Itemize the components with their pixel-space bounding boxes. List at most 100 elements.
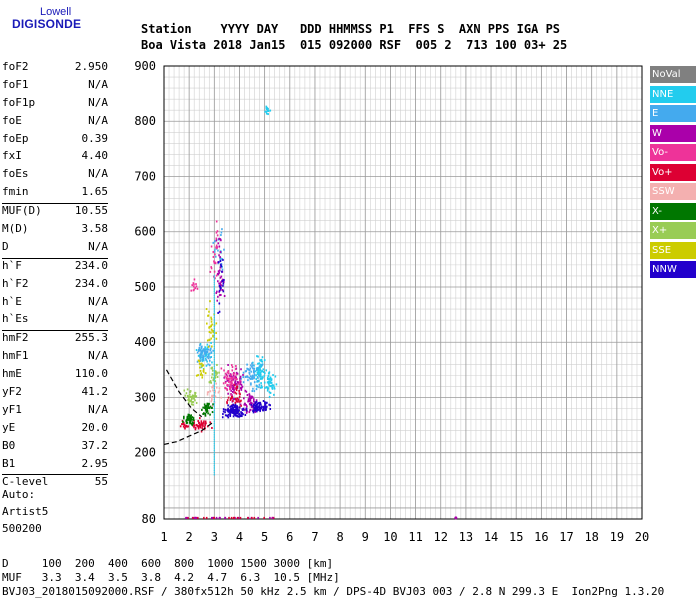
- data-point-ssw: [210, 400, 213, 403]
- data-point-w: [227, 392, 229, 395]
- data-point-foF2-trace: [213, 392, 215, 394]
- data-point-x-: [212, 403, 214, 406]
- data-point-nne: [262, 371, 265, 374]
- plot-frame: [163, 65, 643, 520]
- data-point-w: [239, 403, 242, 406]
- data-point-nnw: [228, 410, 230, 413]
- data-point-w: [248, 397, 251, 400]
- data-point-vo-: [198, 425, 200, 428]
- data-point-e: [248, 372, 251, 375]
- data-point-sse: [210, 337, 212, 340]
- data-point-ssw: [211, 398, 213, 401]
- data-point-sse: [206, 322, 208, 325]
- data-point-nne: [256, 371, 259, 374]
- data-point-vo-: [226, 377, 229, 380]
- data-point-sse: [211, 329, 214, 332]
- data-point-vo-: [197, 427, 200, 430]
- data-point-e: [253, 390, 256, 393]
- data-point-ssw: [220, 396, 223, 399]
- param-row: C-level 55: [2, 475, 108, 493]
- data-point-nne: [253, 364, 255, 367]
- data-point-w: [218, 294, 221, 297]
- data-point-nnw: [217, 261, 220, 264]
- x-tick-label: 17: [559, 530, 573, 544]
- data-point-nne: [268, 395, 271, 398]
- data-point-nnw: [230, 411, 233, 414]
- data-point-e: [253, 371, 255, 374]
- data-point-low-trace: [237, 516, 240, 519]
- data-point-nne: [271, 384, 274, 387]
- data-point-x-: [194, 393, 196, 396]
- data-point-nne: [255, 374, 258, 377]
- data-point-nnw: [259, 410, 261, 413]
- data-point-e: [240, 377, 242, 380]
- data-point-low-trace: [253, 516, 256, 519]
- data-point-vo-: [192, 289, 195, 292]
- data-point-foF2-trace: [213, 319, 215, 321]
- data-point-foF2-trace: [213, 361, 215, 363]
- data-point-x-: [187, 398, 189, 401]
- data-point-w: [252, 400, 255, 403]
- data-point-vo-: [194, 426, 197, 429]
- data-point-nnw: [255, 408, 257, 411]
- param-label: h`Es: [2, 312, 29, 326]
- data-point-sse: [202, 369, 205, 372]
- data-point-w: [230, 389, 232, 392]
- data-point-nnw: [238, 409, 240, 412]
- data-point-foF2-trace: [213, 299, 215, 301]
- data-point-ssw: [211, 404, 214, 407]
- data-point-foF2-trace: [213, 345, 215, 348]
- data-point-vo-: [231, 396, 233, 399]
- data-point-nne: [269, 377, 272, 380]
- data-point-sse: [208, 326, 211, 329]
- data-point-sse: [210, 320, 213, 323]
- data-point-e: [253, 374, 256, 377]
- data-point-ssw: [218, 390, 221, 393]
- data-point-e: [208, 352, 211, 355]
- digisonde-logo-text: DIGISONDE: [12, 17, 82, 31]
- data-point-vo-: [216, 246, 219, 249]
- data-point-w: [219, 276, 222, 279]
- legend-entry-x-: X+: [650, 222, 696, 240]
- data-point-nnw: [224, 411, 226, 414]
- param-value: N/A: [88, 402, 108, 416]
- data-point-vo-: [238, 396, 241, 399]
- data-point-e: [256, 369, 258, 372]
- data-point-foF2-trace: [213, 354, 215, 357]
- data-point-low-trace: [272, 516, 275, 519]
- data-point-w: [233, 397, 236, 400]
- data-point-w: [235, 382, 237, 385]
- data-point-e: [204, 348, 206, 351]
- data-point-sse: [211, 323, 213, 326]
- param-value: N/A: [88, 167, 108, 181]
- data-point-sse: [198, 360, 201, 363]
- data-point-vo-: [213, 275, 215, 278]
- data-point-foF2-trace: [213, 378, 215, 381]
- data-point-nnw: [232, 407, 234, 410]
- data-point-nnw: [238, 406, 241, 409]
- data-point-w: [244, 403, 246, 406]
- data-point-sse: [215, 337, 218, 340]
- data-point-e: [248, 371, 251, 374]
- scaled-parameters-panel: foF2 2.950 foF1 N/A foF1p N/A foE N/A foEp 0.39 fx…: [2, 60, 108, 493]
- data-point-low-trace: [195, 516, 197, 519]
- data-point-w: [227, 363, 229, 366]
- data-point-w: [215, 292, 218, 295]
- data-point-foF2-trace: [213, 288, 215, 290]
- data-point-e: [251, 377, 253, 380]
- data-point-nne: [261, 377, 264, 380]
- data-point-nnw: [252, 411, 255, 414]
- data-point-nnw: [221, 416, 224, 419]
- data-point-ssw: [214, 389, 216, 392]
- data-point-vo-: [215, 237, 218, 240]
- data-point-x-: [191, 421, 194, 424]
- param-separator: [2, 257, 108, 259]
- param-label: yE: [2, 420, 16, 434]
- data-point-vo-: [237, 383, 239, 386]
- data-point-foF2-trace: [213, 403, 215, 405]
- data-point-sse: [207, 345, 210, 348]
- data-point-foF2-trace: [213, 330, 215, 332]
- data-point-vo-: [233, 384, 236, 387]
- data-point-foF2-trace: [213, 414, 215, 416]
- data-point-foF2-trace: [213, 301, 215, 304]
